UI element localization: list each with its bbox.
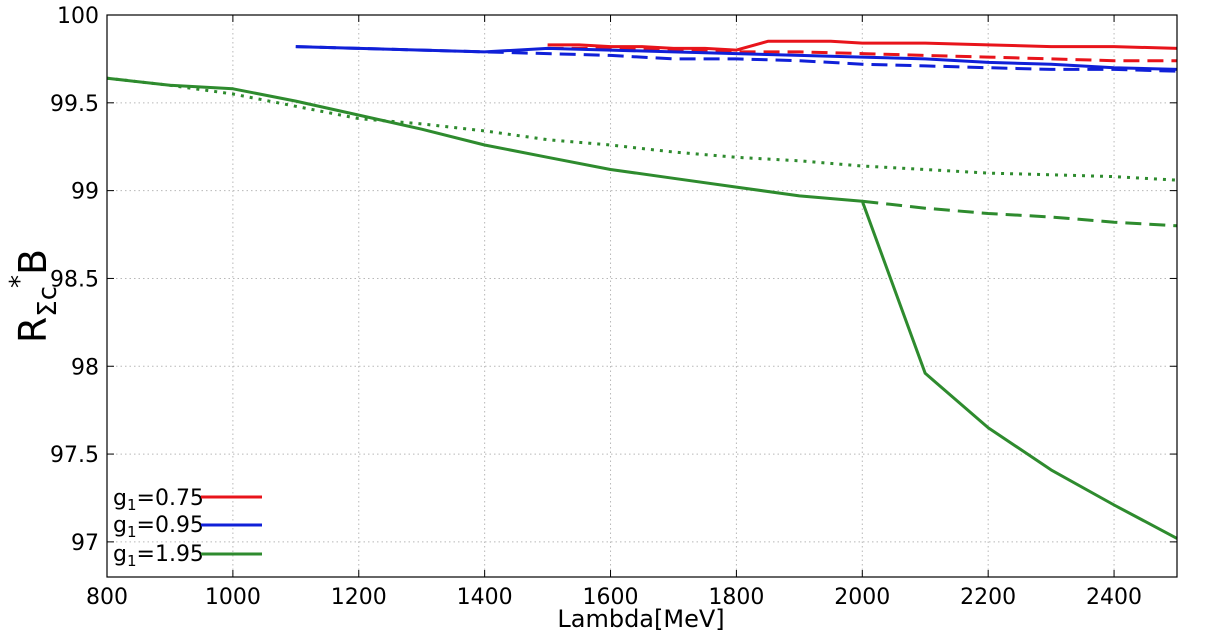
- y-tick-label: 99: [71, 180, 99, 205]
- series-line-g1-1-95-dotted: [106, 76, 1178, 182]
- legend: g1=0.75 g1=0.95 g1=1.95: [113, 486, 262, 570]
- x-tick-label: 2400: [1086, 585, 1142, 610]
- series-layer: [106, 39, 1178, 540]
- x-tick-label: 800: [86, 585, 128, 610]
- x-tick-label: 1200: [331, 585, 387, 610]
- x-tick-label: 1400: [457, 585, 513, 610]
- x-tick-label: 2200: [960, 585, 1016, 610]
- x-axis-title: Lambda[MeV]: [557, 605, 724, 633]
- legend-item-g1-1-95: g1=1.95: [113, 542, 262, 570]
- x-tick-label: 1800: [708, 585, 764, 610]
- legend-item-g1-0-75: g1=0.75: [113, 486, 262, 514]
- y-axis-title-main: R: [11, 317, 55, 343]
- y-tick-label: 99.5: [50, 92, 99, 117]
- legend-item-g1-0-95: g1=0.95: [113, 513, 262, 541]
- legend-label: g1=0.75: [113, 486, 204, 514]
- x-tick-label: 1600: [583, 585, 639, 610]
- y-axis-title-tail: B: [11, 249, 55, 275]
- y-tick-label: 100: [57, 4, 99, 29]
- y-tick-label: 97.5: [50, 443, 99, 468]
- legend-label: g1=1.95: [113, 542, 204, 570]
- axis-ticks: [106, 14, 1177, 577]
- plot-frame: [106, 14, 1178, 578]
- y-tick-label: 98: [71, 355, 99, 380]
- series-line-g1-1-95-dashed: [862, 199, 1178, 228]
- grid: [106, 14, 1177, 577]
- series-line-g1-0-75-solid: [547, 39, 1178, 52]
- y-tick-labels: 97 97.5 98 98.5 99 99.5 100: [50, 4, 99, 556]
- x-tick-label: 1000: [205, 585, 261, 610]
- y-axis-title-superscript: *: [5, 275, 35, 288]
- series-line-g1-0-95-dashed: [295, 45, 1178, 73]
- y-tick-label: 98.5: [50, 267, 99, 292]
- series-line-g1-1-95-solid: [106, 76, 1178, 540]
- y-axis-title: RΣc*B: [5, 249, 63, 343]
- y-axis-title-subscript: Σc: [33, 286, 63, 317]
- series-line-g1-0-75-dashed: [547, 46, 1177, 63]
- svg-text:RΣc*B: RΣc*B: [5, 249, 63, 343]
- y-tick-label: 97: [71, 531, 99, 556]
- x-tick-labels: 800 1000 1200 1400 1600 1800 2000 2200 2400: [86, 585, 1142, 610]
- legend-label: g1=0.95: [113, 513, 204, 541]
- x-tick-label: 2000: [834, 585, 890, 610]
